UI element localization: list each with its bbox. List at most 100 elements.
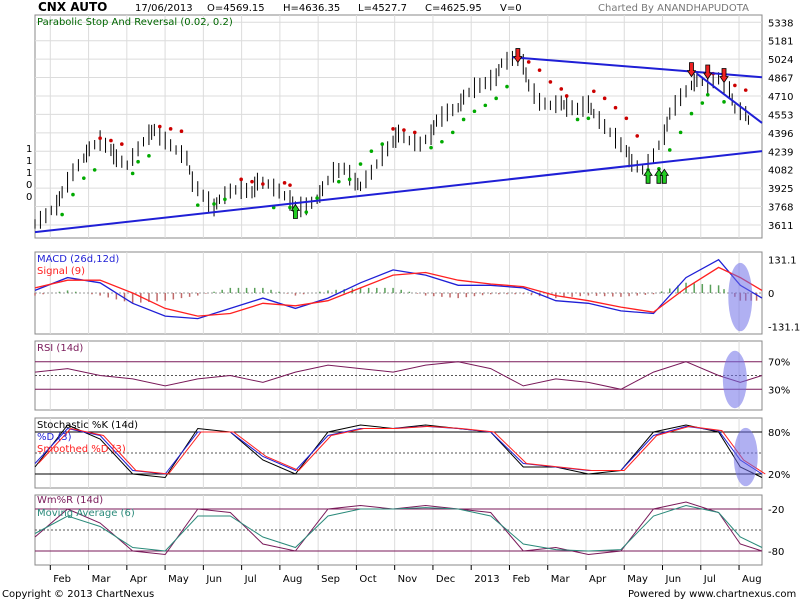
- sar-dot-red: [288, 183, 292, 187]
- sar-dot-green: [505, 84, 509, 89]
- sar-dot-green: [472, 109, 477, 114]
- sar-dot-green: [678, 130, 683, 135]
- sar-indicator-label: Parabolic Stop And Reversal (0.02, 0.2): [37, 17, 233, 28]
- sar-dot-green: [60, 212, 64, 217]
- x-tick-label: Feb: [512, 574, 530, 585]
- sar-dot-green: [450, 130, 455, 135]
- sar-dot-red: [109, 138, 113, 143]
- sar-dot-red: [179, 129, 184, 133]
- sar-dot-green: [494, 96, 498, 101]
- x-tick-label: Apr: [589, 574, 607, 585]
- rsi-line: [34, 361, 763, 390]
- sar-dot-green: [429, 145, 433, 150]
- rsi-y-tick: 30%: [768, 385, 790, 396]
- down-arrow-icon: [686, 62, 697, 78]
- price-y-tick: 3925: [768, 184, 793, 195]
- price-left-tick: 1: [26, 144, 32, 155]
- price-y-tick: 4553: [768, 110, 793, 121]
- price-y-tick: 5181: [768, 37, 793, 48]
- up-arrow-icon: [643, 168, 653, 184]
- wmr-ma-line: [34, 504, 763, 552]
- down-arrow-icon: [513, 48, 523, 64]
- x-tick-label: Aug: [742, 574, 762, 585]
- price-y-tick: 5338: [768, 18, 793, 29]
- wmr-y-tick: -80: [768, 547, 784, 558]
- sar-dot-red: [239, 177, 243, 182]
- stoch-y-tick: 80%: [768, 428, 790, 439]
- sar-dot-red: [592, 89, 596, 94]
- rsi-y-tick: 70%: [768, 358, 790, 369]
- price-y-tick: 3611: [768, 221, 793, 232]
- sar-dot-red: [613, 105, 618, 110]
- sar-dot-red: [261, 182, 265, 186]
- x-tick-label: Jul: [703, 574, 716, 585]
- sar-dot-green: [358, 162, 363, 166]
- price-y-tick: 5024: [768, 55, 793, 66]
- price-left-tick: 0: [26, 192, 32, 203]
- sar-dot-green: [347, 177, 352, 182]
- macd-y-tick: -131.1: [768, 323, 800, 334]
- price-y-tick: 4710: [768, 92, 793, 103]
- x-tick-label: Jul: [244, 574, 257, 585]
- price-y-tick: 4082: [768, 166, 793, 177]
- up-arrow-icon: [290, 203, 301, 219]
- sar-dot-red: [250, 179, 254, 184]
- sar-dot-green: [575, 117, 580, 122]
- x-tick-label: Sep: [321, 574, 340, 585]
- signal-label: Signal (9): [37, 266, 85, 277]
- sar-dot-red: [559, 87, 564, 91]
- wmr-line: [34, 501, 763, 556]
- x-tick-label: 2013: [474, 574, 499, 585]
- stoch-smoothed-line: [37, 425, 766, 475]
- trendline: [696, 72, 763, 124]
- price-left-tick: 1: [26, 156, 32, 167]
- stoch-highlight-ellipse: [733, 427, 758, 487]
- sar-dot-green: [722, 100, 726, 104]
- sar-dot-green: [136, 159, 140, 164]
- sar-dot-green: [369, 149, 374, 153]
- wmr-ma-label: Moving Average (6): [37, 508, 135, 519]
- price-left-tick: 1: [26, 168, 32, 179]
- sar-dot-green: [440, 139, 444, 144]
- macd-highlight-ellipse: [728, 262, 753, 332]
- sar-dot-red: [526, 60, 531, 64]
- sar-dot-green: [705, 93, 710, 97]
- sar-dot-red: [743, 88, 748, 92]
- sar-dot-green: [315, 196, 319, 200]
- sar-dot-green: [380, 142, 385, 146]
- sar-dot-green: [483, 103, 488, 108]
- sar-dot-red: [537, 68, 542, 72]
- powered-by-label: Powered by www.chartnexus.com: [628, 589, 796, 600]
- sar-dot-green: [92, 168, 97, 172]
- price-left-tick: 0: [26, 180, 32, 191]
- down-arrow-icon: [719, 68, 729, 84]
- price-y-tick: 4867: [768, 74, 793, 85]
- x-tick-label: Jun: [665, 574, 682, 585]
- stoch-k-line: [34, 424, 763, 479]
- price-y-tick: 3768: [768, 203, 793, 214]
- sar-dot-green: [461, 117, 466, 122]
- macd-label: MACD (26d,12d): [37, 254, 119, 265]
- wmr-label: Wm%R (14d): [37, 495, 103, 506]
- x-tick-label: Mar: [92, 574, 112, 585]
- volume-label: V=0: [500, 3, 522, 14]
- sar-dot-red: [548, 80, 553, 84]
- x-tick-label: Aug: [283, 574, 303, 585]
- x-tick-label: Feb: [53, 574, 71, 585]
- high-label: H=4636.35: [283, 3, 340, 14]
- sar-dot-red: [564, 94, 569, 98]
- stoch-k-label: Stochastic %K (14d): [37, 420, 138, 431]
- sar-dot-green: [689, 111, 694, 116]
- open-label: O=4569.15: [207, 3, 265, 14]
- sar-dot-red: [624, 116, 629, 121]
- x-tick-label: Dec: [436, 574, 455, 585]
- rsi-highlight-ellipse: [722, 350, 747, 409]
- close-label: C=4625.95: [425, 3, 482, 14]
- sar-dot-green: [195, 203, 200, 207]
- sar-dot-red: [282, 181, 287, 185]
- stoch-y-tick: 20%: [768, 470, 790, 481]
- x-tick-label: Oct: [359, 574, 376, 585]
- sar-dot-red: [391, 127, 395, 131]
- sar-dot-red: [635, 134, 640, 138]
- sar-dot-green: [288, 205, 292, 210]
